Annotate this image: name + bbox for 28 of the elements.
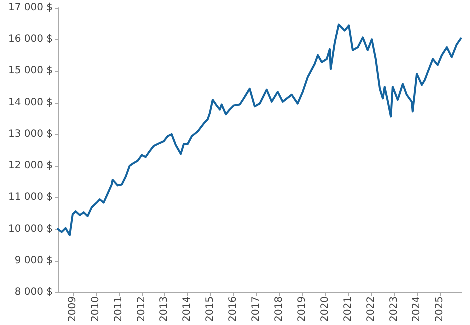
x-tick-label: 2014 [182,296,194,322]
x-tick-label: 2009 [67,296,78,322]
x-tick-label: 2015 [205,296,216,322]
x-tick-label: 2019 [296,296,308,322]
x-tick-label: 2025 [434,296,446,322]
x-tick-label: 2011 [113,296,124,322]
y-tick-label: 17 000 $ [8,2,53,14]
x-tick-label: 2016 [228,296,240,322]
y-tick-label: 9 000 $ [14,255,53,266]
y-tick-label: 8 000 $ [14,287,53,298]
y-tick-label: 15 000 $ [8,66,53,77]
x-tick-label: 2023 [388,296,400,322]
y-tick-label: 16 000 $ [8,34,53,46]
y-tick-label: 12 000 $ [8,160,53,172]
x-tick-label: 2018 [274,296,286,322]
y-tick-label: 13 000 $ [8,128,53,140]
x-tick-label: 2010 [90,296,102,322]
x-tick-label: 2021 [342,296,354,322]
x-tick-label: 2017 [251,296,262,322]
y-tick-label: 11 000 $ [8,192,53,204]
y-tick-label: 10 000 $ [8,224,53,235]
y-tick-label: 14 000 $ [8,97,53,108]
x-tick-label: 2013 [159,296,170,322]
x-tick-label: 2012 [136,296,148,322]
x-tick-label: 2022 [366,296,377,322]
x-tick-label: 2020 [320,296,331,322]
line-series [57,24,462,236]
x-tick-label: 2024 [412,296,423,322]
